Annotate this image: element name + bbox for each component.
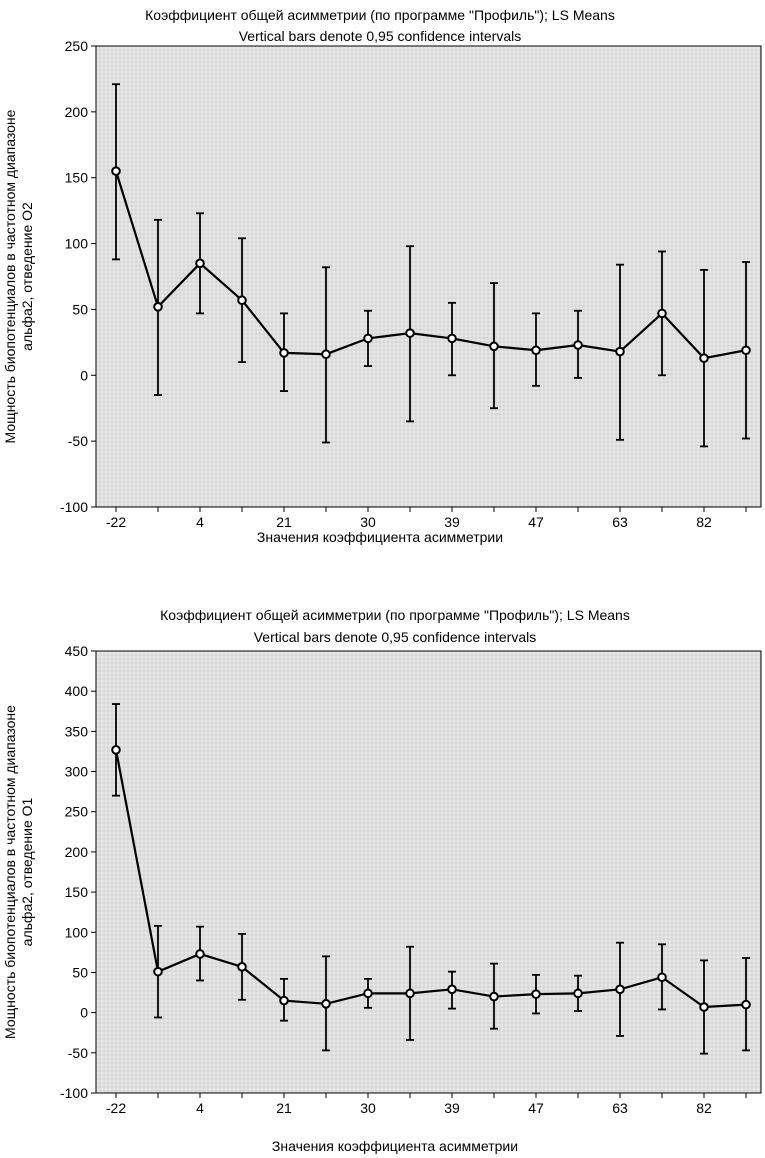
mean-marker [363,988,373,999]
mean-marker [279,348,289,358]
mean-marker [531,989,541,999]
y-tick-label: 450 [65,643,89,659]
mean-marker [237,295,247,306]
x-tick-label: -22 [106,514,126,530]
x-tick-label: 4 [196,1100,204,1116]
mean-marker [195,949,205,959]
y-tick-label: 50 [72,964,88,980]
mean-marker [447,984,457,995]
mean-marker [405,328,415,338]
y-tick-label: 150 [65,884,89,900]
mean-marker [279,995,289,1006]
mean-marker [153,966,163,977]
x-axis-label: Значения коэффициента асимметрии [257,529,503,545]
y-axis-label-line: Мощность биопотенциалов в частотном диап… [2,109,18,443]
x-tick-label: 47 [528,514,544,530]
mean-marker [111,166,121,176]
x-tick-label: 82 [696,514,712,530]
mean-marker [489,991,499,1002]
means-line [114,749,747,1009]
plot-frame [95,650,762,1094]
x-tick-label: 39 [444,1100,460,1116]
y-tick-label: -100 [60,499,88,515]
mean-marker [657,308,667,319]
y-tick-label: 0 [80,367,88,383]
y-tick-label: -50 [68,433,88,449]
mean-marker [657,972,667,983]
x-tick-label: 82 [696,1100,712,1116]
mean-marker [153,301,163,312]
mean-marker [195,258,205,269]
chart-title: Коэффициент общей асимметрии (по програм… [145,7,615,23]
mean-marker [237,962,247,972]
mean-marker [111,745,121,755]
x-tick-label: 21 [276,1100,292,1116]
x-tick-label: 47 [528,1100,544,1116]
x-tick-label: 63 [612,514,628,530]
mean-marker [489,341,499,352]
x-tick-label: 21 [276,514,292,530]
mean-marker [405,988,415,999]
x-tick-label: 30 [360,514,376,530]
mean-marker [699,1002,709,1012]
y-tick-label: 200 [65,104,89,120]
mean-marker [531,345,541,356]
y-axis-label-line: Мощность биопотенциалов в частотном диап… [2,705,18,1039]
y-tick-label: 100 [65,924,89,940]
plot-frame [95,45,762,508]
y-tick-label: 50 [72,301,88,317]
mean-marker [363,333,373,344]
y-axis-label-line: альфа2, отведение O1 [19,797,35,946]
y-tick-label: 100 [65,236,89,252]
mean-marker [615,346,625,357]
mean-marker [741,345,751,356]
mean-marker [615,984,625,995]
x-axis-label: Значения коэффициента асимметрии [272,1138,518,1154]
y-tick-label: 0 [80,1005,88,1021]
mean-marker [573,988,583,999]
y-tick-label: -50 [68,1045,88,1061]
x-tick-label: 63 [612,1100,628,1116]
chart-subtitle: Vertical bars denote 0,95 confidence int… [239,28,522,44]
chart-o1: Коэффициент общей асимметрии (по програм… [2,607,762,1154]
grid-lines [96,46,761,507]
y-tick-label: 350 [65,723,89,739]
mean-marker [321,349,331,360]
mean-marker [741,999,751,1010]
chart-o2: Коэффициент общей асимметрии (по програм… [2,7,762,545]
y-tick-label: -100 [60,1085,88,1101]
y-tick-label: 250 [65,38,89,54]
y-tick-label: 300 [65,764,89,780]
mean-marker [573,340,583,350]
mean-marker [447,333,457,344]
mean-marker [699,353,709,363]
x-tick-label: 30 [360,1100,376,1116]
y-axis-label: Мощность биопотенциалов в частотном диап… [2,109,35,443]
y-tick-label: 400 [65,683,89,699]
y-axis-label: Мощность биопотенциалов в частотном диап… [2,705,35,1039]
plot-area [96,651,761,1093]
y-tick-label: 200 [65,844,89,860]
y-axis-label-line: альфа2, отведение O2 [19,202,35,351]
means-line [114,170,747,360]
y-tick-label: 150 [65,170,89,186]
chart-subtitle: Vertical bars denote 0,95 confidence int… [254,629,537,645]
x-tick-label: 39 [444,514,460,530]
x-tick-label: 4 [196,514,204,530]
mean-marker [321,998,331,1009]
x-tick-label: -22 [106,1100,126,1116]
chart-title: Коэффициент общей асимметрии (по програм… [160,607,630,623]
y-tick-label: 250 [65,804,89,820]
